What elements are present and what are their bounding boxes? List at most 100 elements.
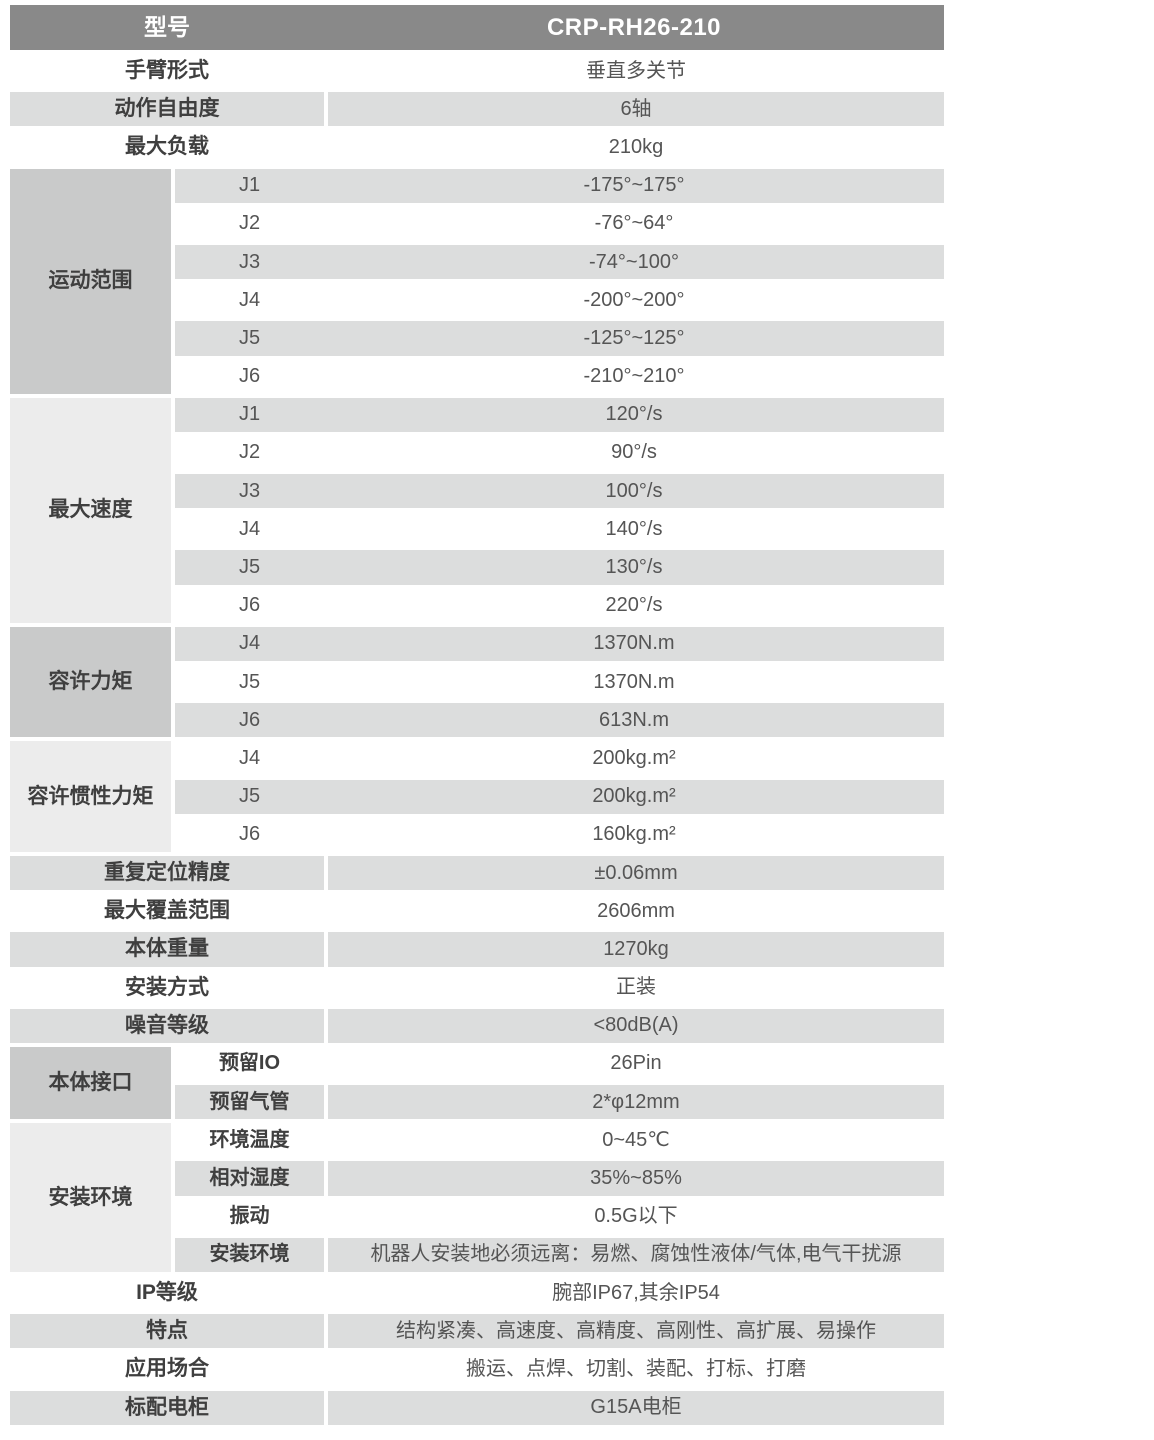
row-value-max-payload: 210kg xyxy=(608,135,664,158)
row-label-mounting: 安装方式 xyxy=(125,975,209,999)
row-value-reserved-air: 2*φ12mm xyxy=(328,1085,944,1120)
motion-range-row-j1: J1 -175°~175° xyxy=(175,168,944,203)
joint-value: -175°~175° xyxy=(583,174,685,197)
robot-spec-table: 型号 CRP-RH26-210 手臂形式 垂直多关节 动作自由度 6轴 最大负载… xyxy=(10,5,944,1425)
joint-value: 120°/s xyxy=(605,403,663,426)
row-label-standard-cabinet: 标配电柜 xyxy=(10,1390,324,1425)
category-motion-range: 运动范围 xyxy=(10,168,171,394)
joint-value: 90°/s xyxy=(611,441,657,464)
joint-value: 613N.m xyxy=(598,708,670,731)
row-label-reserved-air: 预留气管 xyxy=(175,1085,324,1120)
joint-label: J6 xyxy=(238,708,261,731)
row-value-vibration: 0.5G以下 xyxy=(594,1205,678,1228)
joint-label: J5 xyxy=(238,326,261,349)
motion-range-row-j3: J3 -74°~100° xyxy=(175,244,944,280)
row-label-max-reach: 最大覆盖范围 xyxy=(104,899,230,923)
motion-range-row-j6: J6 -210°~210° xyxy=(175,360,944,394)
max-speed-row-j2: J2 90°/s xyxy=(175,436,944,470)
row-label-features: 特点 xyxy=(10,1314,324,1349)
torque-row-j4: J4 1370N.m xyxy=(175,626,944,661)
model-header-value: CRP-RH26-210 xyxy=(546,13,722,41)
joint-label: J4 xyxy=(238,632,261,655)
row-label-humidity: 相对湿度 xyxy=(175,1161,324,1196)
row-label-reserved-io: 预留IO xyxy=(218,1052,281,1075)
joint-label: J3 xyxy=(238,479,261,502)
row-value-body-weight: 1270kg xyxy=(328,932,944,967)
category-max-speed: 最大速度 xyxy=(10,397,171,623)
row-value-ip-rating: 腕部IP67,其余IP54 xyxy=(552,1281,720,1304)
row-value-applications: 搬运、点焊、切割、装配、打标、打磨 xyxy=(466,1357,806,1380)
joint-label: J5 xyxy=(238,556,261,579)
row-value-max-reach: 2606mm xyxy=(597,899,675,922)
joint-label: J6 xyxy=(238,365,261,388)
max-speed-row-j4: J4 140°/s xyxy=(175,512,944,546)
joint-value: 130°/s xyxy=(605,556,663,579)
inertia-row-j5: J5 200kg.m² xyxy=(175,779,944,814)
joint-label: J3 xyxy=(238,250,261,273)
row-label-body-weight: 本体重量 xyxy=(10,932,324,967)
model-header-label: 型号 xyxy=(144,14,190,41)
joint-label: J4 xyxy=(238,288,261,311)
row-label-arm-type: 手臂形式 xyxy=(125,59,209,83)
joint-value: -76°~64° xyxy=(594,212,674,235)
motion-range-row-j4: J4 -200°~200° xyxy=(175,283,944,317)
row-value-ambient-temp: 0~45℃ xyxy=(602,1128,670,1151)
joint-value: 200kg.m² xyxy=(592,746,676,769)
torque-row-j6: J6 613N.m xyxy=(175,703,944,738)
joint-value: 1370N.m xyxy=(593,670,675,693)
row-label-max-payload: 最大负载 xyxy=(125,135,209,159)
max-speed-row-j5: J5 130°/s xyxy=(175,550,944,585)
row-value-repeatability: ±0.06mm xyxy=(328,855,944,891)
joint-value: -200°~200° xyxy=(583,288,685,311)
joint-value: 200kg.m² xyxy=(592,785,676,808)
category-allowable-inertia: 容许惯性力矩 xyxy=(10,741,171,852)
row-label-noise-level: 噪音等级 xyxy=(10,1008,324,1043)
row-label-repeatability: 重复定位精度 xyxy=(10,855,324,891)
row-value-reserved-io: 26Pin xyxy=(610,1052,662,1075)
motion-range-row-j2: J2 -76°~64° xyxy=(175,207,944,241)
row-value-humidity: 35%~85% xyxy=(328,1161,944,1196)
category-install-env: 安装环境 xyxy=(10,1123,171,1272)
max-speed-row-j1: J1 120°/s xyxy=(175,397,944,432)
motion-range-row-j5: J5 -125°~125° xyxy=(175,321,944,356)
inertia-row-j6: J6 160kg.m² xyxy=(175,818,944,852)
row-value-noise-level: <80dB(A) xyxy=(328,1008,944,1043)
joint-label: J2 xyxy=(238,441,261,464)
row-label-vibration: 振动 xyxy=(229,1205,270,1228)
category-allowable-torque: 容许力矩 xyxy=(10,626,171,738)
row-label-ip-rating: IP等级 xyxy=(136,1281,198,1305)
max-speed-row-j3: J3 100°/s xyxy=(175,474,944,509)
joint-label: J1 xyxy=(238,403,261,426)
max-speed-row-j6: J6 220°/s xyxy=(175,589,944,623)
joint-label: J5 xyxy=(238,670,261,693)
joint-label: J5 xyxy=(238,785,261,808)
joint-label: J2 xyxy=(238,212,261,235)
row-value-standard-cabinet: G15A电柜 xyxy=(328,1390,944,1425)
joint-value: 140°/s xyxy=(605,517,663,540)
inertia-row-j4: J4 200kg.m² xyxy=(175,741,944,775)
joint-value: 1370N.m xyxy=(593,632,675,655)
joint-value: -125°~125° xyxy=(583,326,685,349)
joint-value: -74°~100° xyxy=(589,250,679,273)
row-label-ambient-temp: 环境温度 xyxy=(209,1128,290,1151)
row-value-dof: 6轴 xyxy=(328,92,944,127)
joint-value: 100°/s xyxy=(605,479,663,502)
row-label-env-note: 安装环境 xyxy=(175,1237,324,1272)
joint-label: J4 xyxy=(238,746,261,769)
joint-value: 160kg.m² xyxy=(592,823,676,846)
table-header-row: 型号 CRP-RH26-210 xyxy=(10,5,944,50)
torque-row-j5: J5 1370N.m xyxy=(175,665,944,699)
row-label-applications: 应用场合 xyxy=(125,1357,209,1381)
joint-label: J6 xyxy=(238,823,261,846)
joint-label: J4 xyxy=(238,517,261,540)
row-value-arm-type: 垂直多关节 xyxy=(586,59,686,82)
row-value-mounting: 正装 xyxy=(616,976,656,999)
joint-value: -210°~210° xyxy=(583,365,685,388)
row-value-features: 结构紧凑、高速度、高精度、高刚性、高扩展、易操作 xyxy=(328,1314,944,1349)
joint-value: 220°/s xyxy=(605,594,663,617)
category-body-interface: 本体接口 xyxy=(10,1046,171,1120)
row-value-env-note: 机器人安装地必须远离：易燃、腐蚀性液体/气体,电气干扰源 xyxy=(328,1237,944,1272)
row-label-dof: 动作自由度 xyxy=(10,92,324,127)
joint-label: J6 xyxy=(238,594,261,617)
joint-label: J1 xyxy=(238,174,261,197)
